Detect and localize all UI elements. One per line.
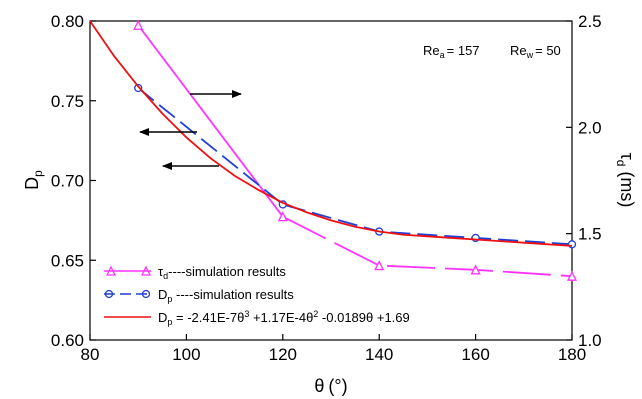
direction-arrows xyxy=(139,90,242,170)
legend-marker-dp-right xyxy=(141,289,151,299)
y-axis-right-title: τd (ms) xyxy=(614,153,637,208)
x-axis-title: θ (°) xyxy=(314,376,347,396)
point-tau-d xyxy=(277,211,288,222)
reynolds-annotation: Rea = 157 Rew = 50 xyxy=(423,43,561,60)
legend-label-dp: Dp ----simulation results xyxy=(158,287,294,304)
y-right-tick-label: 2.0 xyxy=(578,118,602,137)
y-left-tick-label: 0.75 xyxy=(51,92,84,111)
y-axis-left-title: Dp xyxy=(22,170,45,190)
legend-marker-tau-right xyxy=(140,265,152,276)
x-tick-label: 120 xyxy=(269,345,297,364)
y-left-tick-label: 0.70 xyxy=(51,172,84,191)
x-tick-label: 140 xyxy=(365,345,393,364)
series-line-fit xyxy=(89,20,573,247)
x-tick-label: 80 xyxy=(81,345,100,364)
series-line-tau-d xyxy=(137,24,284,218)
point-tau-d xyxy=(133,19,144,30)
point-dp xyxy=(567,240,577,249)
y-left-tick-label: 0.65 xyxy=(51,251,84,270)
point-tau-d xyxy=(470,264,481,275)
legend: τd----simulation results Dp ----simulati… xyxy=(104,264,410,327)
y-left-tick-label: 0.60 xyxy=(51,331,84,350)
series-layer xyxy=(89,19,578,281)
x-tick-label: 180 xyxy=(558,345,586,364)
legend-marker-tau-left xyxy=(105,265,117,276)
re-a-label: Rea = 157 xyxy=(423,43,480,60)
legend-marker-dp-left xyxy=(104,289,114,299)
legend-label-tau: τd----simulation results xyxy=(158,264,286,281)
point-dp xyxy=(134,83,143,93)
re-w-label: Rew = 50 xyxy=(510,43,561,60)
series-line-tau-d-dashed xyxy=(282,215,573,278)
y-left-tick-label: 0.80 xyxy=(51,12,84,31)
point-tau-d xyxy=(566,270,578,281)
axis-ticks: 80 100 120 140 160 180 0.60 0.65 0.70 0.75 0.80 1.0… xyxy=(51,12,602,364)
y-right-tick-label: 1.5 xyxy=(578,225,602,244)
y-right-tick-label: 2.5 xyxy=(578,12,602,31)
x-tick-label: 100 xyxy=(172,345,200,364)
axis-titles: θ (°) Dp τd (ms) xyxy=(22,153,637,396)
x-tick-label: 160 xyxy=(461,345,489,364)
y-right-tick-label: 1.0 xyxy=(578,331,602,350)
point-tau-d xyxy=(374,260,385,271)
legend-label-fit: Dp = -2.41E-7θ3 +1.17E-4θ2 -0.0189θ +1.6… xyxy=(158,309,410,327)
